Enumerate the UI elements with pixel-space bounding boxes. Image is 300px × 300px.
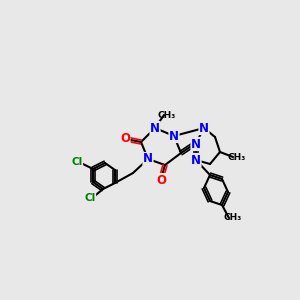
Text: O: O (120, 133, 130, 146)
Text: N: N (150, 122, 160, 134)
Text: CH₃: CH₃ (224, 214, 242, 223)
Text: N: N (143, 152, 153, 166)
Text: CH₃: CH₃ (158, 110, 176, 119)
Text: CH₃: CH₃ (228, 152, 246, 161)
Text: Cl: Cl (71, 157, 82, 167)
Text: N: N (199, 122, 209, 134)
Text: O: O (156, 173, 166, 187)
Text: N: N (191, 137, 201, 151)
Text: Cl: Cl (84, 193, 96, 203)
Text: N: N (169, 130, 179, 142)
Text: N: N (191, 154, 201, 166)
